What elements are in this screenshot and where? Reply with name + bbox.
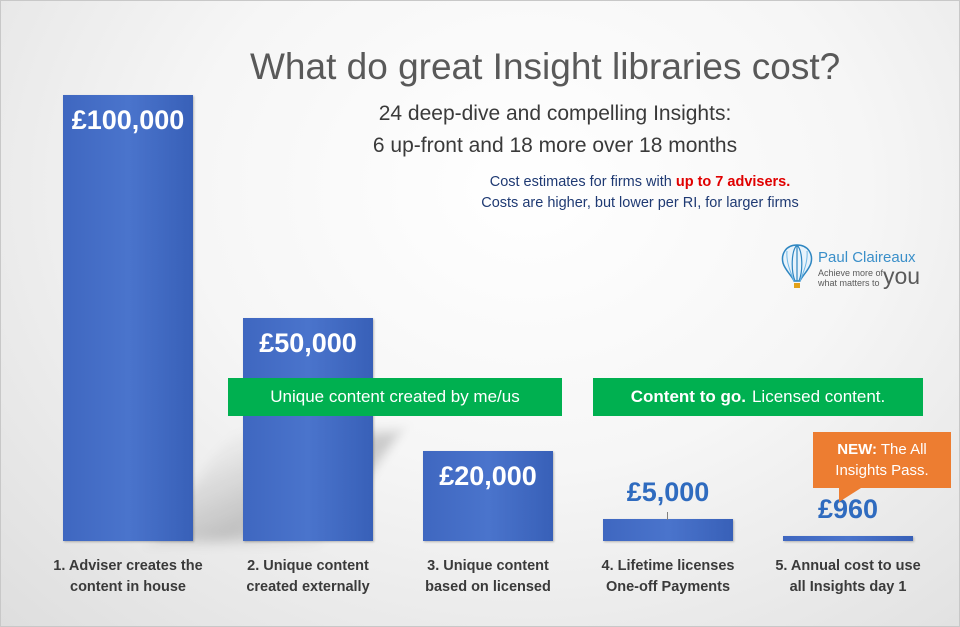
new-pass-callout: NEW: The All Insights Pass. — [813, 432, 951, 502]
category-label-4-line-2: One-off Payments — [605, 579, 731, 595]
brand-logo: Paul Claireaux Achieve more of what matt… — [780, 243, 930, 293]
value-label-4: £5,000 — [626, 477, 710, 507]
bar-3 — [423, 451, 553, 541]
bar-1 — [63, 95, 193, 541]
category-label-4-line-1: 4. Lifetime licenses — [601, 558, 735, 574]
value-label-3: £20,000 — [439, 461, 537, 491]
cost-note: Cost estimates for firms with up to 7 ad… — [380, 172, 900, 214]
subtitle-line-2: 6 up-front and 18 more over 18 months — [372, 134, 738, 157]
category-label-1: 1. Adviser creates the content in house — [38, 556, 218, 598]
hot-air-balloon-icon — [781, 244, 813, 288]
bar-4 — [603, 519, 733, 541]
note-line-1: Cost estimates for firms with up to 7 ad… — [380, 172, 900, 193]
note-prefix: Cost estimates for firms with — [489, 174, 676, 190]
category-label-3-line-2: based on licensed — [425, 579, 551, 595]
category-label-2-line-2: created externally — [246, 579, 370, 595]
category-label-5-line-1: 5. Annual cost to use — [775, 558, 921, 574]
category-label-1-line-2: content in house — [70, 579, 186, 595]
chart-subtitle: 24 deep-dive and compelling Insights: 6 … — [330, 98, 780, 162]
category-label-3: 3. Unique content based on licensed — [398, 556, 578, 598]
unique-content-banner: Unique content created by me/us — [228, 378, 562, 416]
subtitle-line-1: 24 deep-dive and compelling Insights: — [378, 102, 732, 125]
licensed-banner-text: Licensed content. — [751, 387, 886, 406]
category-label-4: 4. Lifetime licenses One-off Payments — [578, 556, 758, 598]
logo-tagline: Achieve more of what matters to — [818, 268, 883, 288]
category-label-5: 5. Annual cost to use all Insights day 1 — [758, 556, 938, 598]
licensed-content-banner: Content to go. Licensed content. — [593, 378, 923, 416]
bar-5 — [783, 536, 913, 541]
callout-text: The All Insights Pass. — [835, 441, 929, 479]
note-highlight: up to 7 advisers. — [675, 174, 791, 190]
logo-tagline-line-1: Achieve more of — [818, 268, 884, 278]
note-line-2: Costs are higher, but lower per RI, for … — [481, 195, 799, 211]
chart-title: What do great Insight libraries cost? — [250, 46, 841, 87]
category-label-1-line-1: 1. Adviser creates the — [53, 558, 203, 574]
logo-tagline-line-2: what matters to — [818, 278, 880, 288]
callout-bold: NEW: — [837, 441, 877, 458]
category-label-2-line-1: 2. Unique content — [247, 558, 369, 574]
licensed-banner-bold: Content to go. — [630, 387, 746, 406]
bar-2 — [243, 318, 373, 541]
unique-banner-text: Unique content created by me/us — [270, 387, 520, 406]
bar-tick-mark — [667, 512, 668, 520]
category-label-3-line-1: 3. Unique content — [427, 558, 549, 574]
category-label-2: 2. Unique content created externally — [218, 556, 398, 598]
category-label-5-line-2: all Insights day 1 — [789, 579, 907, 595]
logo-you-word: you — [883, 263, 921, 289]
logo-name: Paul Claireaux — [818, 249, 916, 266]
value-label-1: £100,000 — [71, 105, 185, 135]
value-label-2: £50,000 — [259, 328, 357, 358]
